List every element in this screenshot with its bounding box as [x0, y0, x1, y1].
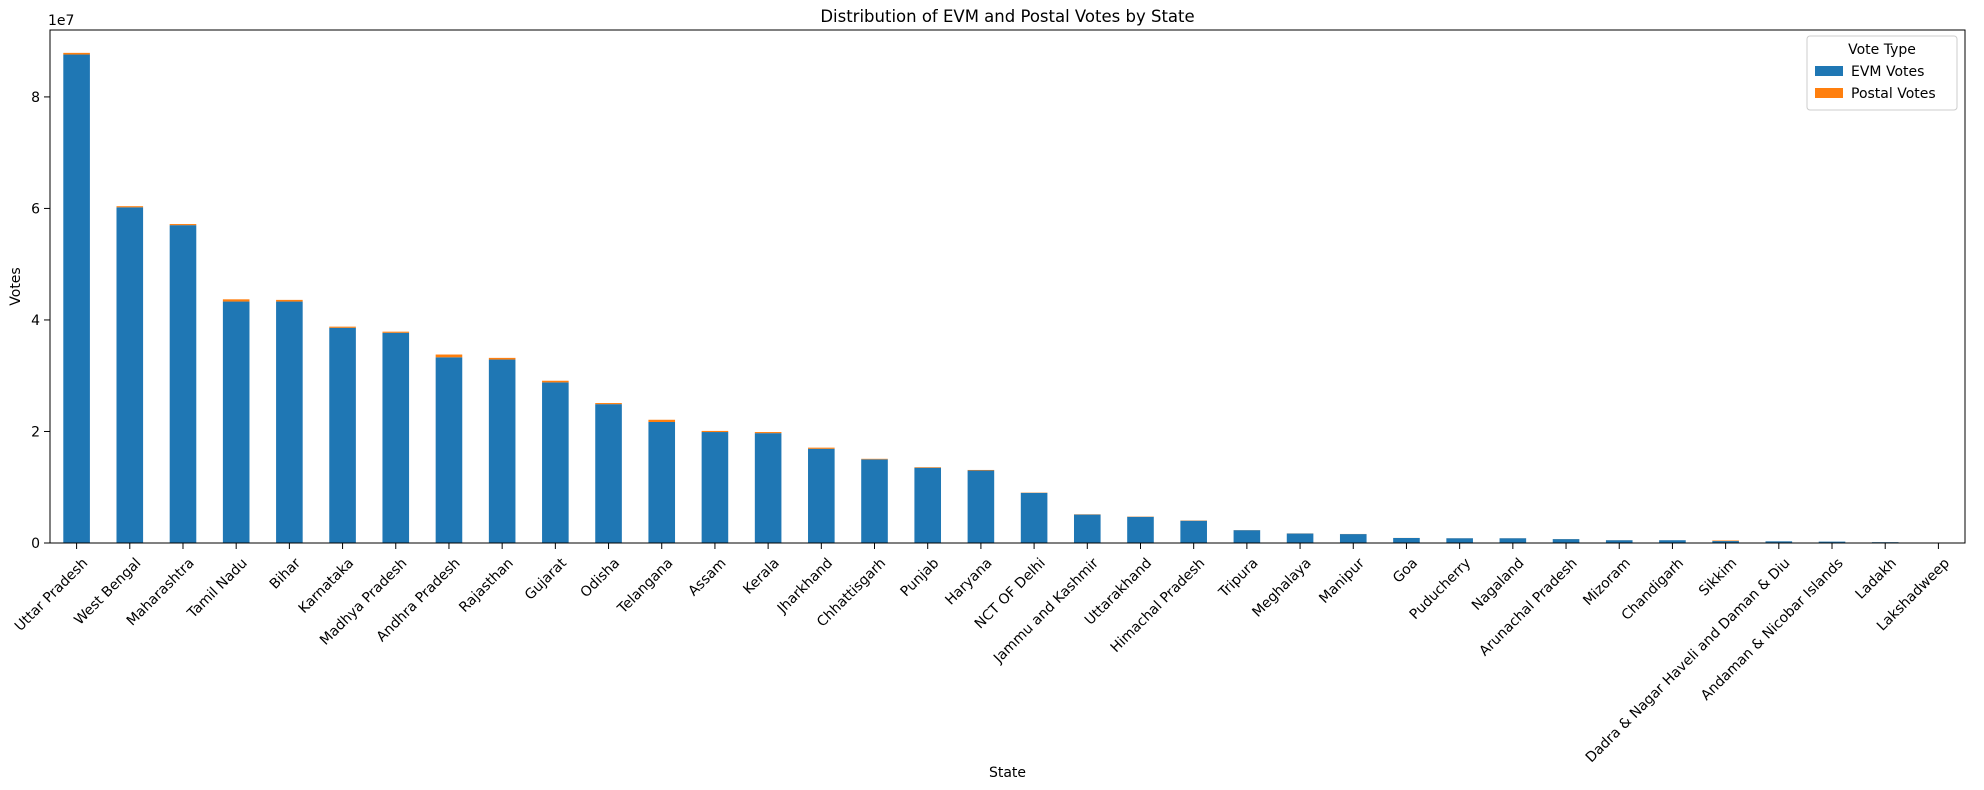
bar-evm — [1605, 540, 1633, 543]
x-tick-label: Ladakh — [1853, 555, 1900, 602]
bar-evm — [861, 459, 888, 543]
legend-swatch — [1815, 88, 1843, 98]
legend-label: Postal Votes — [1851, 86, 1936, 102]
bar-evm — [1073, 514, 1101, 543]
x-tick-label: Assam — [685, 555, 729, 599]
x-tick-label: Arunachal Pradesh — [1476, 555, 1580, 659]
bar-evm — [648, 421, 676, 543]
y-tick-label: 2 — [31, 424, 40, 440]
bar-postal — [435, 354, 463, 358]
y-tick-label: 4 — [31, 313, 40, 329]
chart-title: Distribution of EVM and Postal Votes by … — [820, 7, 1194, 26]
bar-postal — [914, 467, 942, 468]
y-tick-label: 0 — [31, 536, 40, 552]
bar-evm — [914, 467, 942, 543]
bar-evm — [435, 357, 463, 543]
bar-evm — [1765, 541, 1793, 543]
y-tick-label: 8 — [31, 90, 40, 106]
y-axis-offset-label: 1e7 — [48, 13, 74, 29]
bar-postal — [116, 206, 144, 208]
bar-evm — [169, 225, 197, 544]
bar-postal — [701, 430, 729, 433]
legend-swatch — [1815, 66, 1843, 76]
bar-evm — [488, 359, 516, 543]
bar-evm — [1393, 537, 1420, 543]
bar-postal — [382, 331, 410, 333]
x-tick-label: Goa — [1390, 555, 1421, 586]
bar-evm — [1818, 541, 1846, 543]
x-tick-label: Punjab — [898, 555, 943, 600]
x-tick-label: Gujarat — [522, 555, 570, 603]
bar-evm — [1020, 492, 1048, 543]
x-tick-label: Mizoram — [1580, 555, 1634, 609]
bar-postal — [63, 52, 90, 55]
x-tick-label: Tripura — [1215, 555, 1261, 601]
x-axis-label: State — [989, 765, 1026, 781]
bar-evm — [1499, 538, 1527, 543]
bar-evm — [1339, 534, 1367, 543]
bar-evm — [1127, 516, 1154, 543]
x-tick-label: Rajasthan — [456, 555, 517, 616]
y-axis-label: Votes — [8, 267, 24, 305]
bar-evm — [542, 382, 569, 543]
bar-postal — [169, 224, 197, 226]
x-tick-label: Haryana — [942, 555, 995, 608]
bar-evm — [595, 404, 622, 543]
x-tick-label: Himachal Pradesh — [1108, 555, 1209, 656]
bar-postal — [488, 357, 516, 360]
x-tick-label: Manipur — [1316, 555, 1368, 607]
axes-layer — [49, 29, 1966, 544]
bar-evm — [1446, 538, 1473, 543]
bar-evm — [967, 470, 995, 543]
bar-evm — [329, 327, 356, 543]
bar-postal — [967, 469, 995, 471]
bar-evm — [63, 54, 90, 543]
bar-evm — [222, 301, 250, 543]
y-tick-label: 6 — [31, 201, 40, 217]
bar-evm — [1286, 533, 1314, 543]
legend-label: EVM Votes — [1851, 64, 1924, 80]
bar-evm — [808, 448, 835, 543]
bar-evm — [1552, 539, 1580, 543]
bar-postal — [222, 299, 250, 302]
bar-evm — [276, 301, 303, 543]
legend-items: EVM Votes Postal Votes — [1815, 64, 1936, 102]
bar-postal — [542, 380, 569, 383]
bar-evm — [701, 432, 729, 543]
bar-postal — [861, 458, 888, 460]
bar-postal — [595, 403, 622, 405]
bar-postal — [1712, 540, 1739, 542]
y-ticks: 0 2 4 6 8 — [31, 90, 50, 552]
x-tick-label: Kerala — [740, 555, 782, 597]
bar-evm — [116, 207, 144, 543]
bar-evm — [382, 332, 410, 543]
bars-layer — [63, 52, 1952, 544]
bar-evm — [1659, 540, 1686, 543]
bar-evm — [1180, 520, 1207, 543]
x-tick-label: Jammu and Kashmir — [990, 555, 1102, 667]
bar-evm — [1233, 530, 1261, 543]
legend-title: Vote Type — [1848, 42, 1916, 58]
bar-postal — [808, 447, 835, 449]
bar-postal — [754, 432, 782, 434]
legend: Vote Type EVM Votes Postal Votes — [1806, 35, 1958, 111]
x-tick-label: Bihar — [267, 555, 304, 592]
bar-postal — [276, 299, 303, 302]
x-tick-label: Sikkim — [1696, 555, 1740, 599]
bar-evm — [1712, 541, 1739, 543]
legend-box — [1806, 35, 1958, 111]
x-tick-label: Dadra & Nagar Haveli and Daman & Diu — [1583, 555, 1794, 766]
bar-evm — [754, 433, 782, 543]
x-tick-label: Odisha — [578, 555, 624, 601]
plot-frame — [49, 29, 1966, 544]
bar-postal — [648, 419, 676, 422]
x-tick-label: Telangana — [614, 555, 676, 617]
bar-postal — [329, 326, 356, 328]
